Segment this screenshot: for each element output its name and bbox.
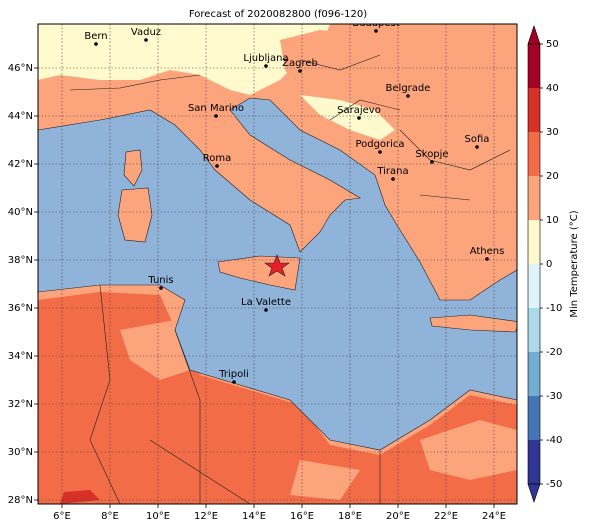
city-dot <box>144 38 148 42</box>
city-label: Bern <box>84 31 107 42</box>
city-dot <box>159 286 163 290</box>
colorbar-label: Min Temperature (°C) <box>569 210 580 317</box>
colorbar-tick-label: -20 <box>546 347 562 358</box>
city-label: Belgrade <box>386 83 431 94</box>
corsica <box>123 149 143 187</box>
y-tick-label: 46°N <box>8 63 33 74</box>
city-label: Zagreb <box>282 58 318 69</box>
city-dot <box>475 145 479 149</box>
colorbar-bin <box>528 176 540 220</box>
land-warm <box>280 30 380 90</box>
city-dot <box>406 94 410 98</box>
y-tick-label: 44°N <box>8 111 33 122</box>
colorbar-tick-label: 0 <box>546 259 552 270</box>
city-label: Podgorica <box>355 139 404 150</box>
x-tick-label: 8°E <box>101 511 119 522</box>
x-tick-label: 20°E <box>386 511 410 522</box>
y-tick-label: 28°N <box>8 495 33 506</box>
hot-spot <box>60 490 100 504</box>
city-dot <box>215 164 219 168</box>
colorbar-tick-label: -40 <box>546 435 562 446</box>
colorbar-tick-label: 10 <box>546 215 559 226</box>
colorbar: -50 -40 -30 -20 -10 0 10 20 30 40 50 <box>527 25 562 503</box>
colorbar-bin <box>528 264 540 308</box>
city-dot <box>264 308 268 312</box>
city-label: Tirana <box>376 166 408 177</box>
city-label: Vaduz <box>131 27 161 38</box>
colorbar-tick-label: 40 <box>546 83 559 94</box>
colorbar-extend-high <box>527 25 541 45</box>
x-tick-label: 16°E <box>290 511 314 522</box>
city-label: Skopje <box>415 149 448 160</box>
colorbar-bin <box>528 44 540 88</box>
city-label: Sofia <box>465 134 490 145</box>
city-label: La Valette <box>241 297 291 308</box>
alps-cool <box>38 24 330 95</box>
city-label: Athens <box>470 246 505 257</box>
crete <box>429 314 517 333</box>
sardinia <box>117 187 153 243</box>
x-tick-label: 22°E <box>434 511 458 522</box>
y-tick-label: 40°N <box>8 207 33 218</box>
city-label: Budapest <box>352 18 399 29</box>
colorbar-tick-label: -10 <box>546 303 562 314</box>
city-dot <box>264 64 268 68</box>
y-tick-label: 32°N <box>8 399 33 410</box>
graticule <box>38 24 517 504</box>
city-label: Sarajevo <box>337 105 381 116</box>
city-dot <box>94 42 98 46</box>
africa-mild <box>120 320 517 500</box>
colorbar-bin <box>528 352 540 396</box>
city-dot <box>214 114 218 118</box>
colorbar-tick-label: 20 <box>546 171 559 182</box>
colorbar-tick-label: -50 <box>546 479 562 490</box>
city-label: Roma <box>203 153 232 164</box>
city-dot <box>430 160 434 164</box>
axes: 6°E 8°E 10°E 12°E 14°E 16°E 18°E 20°E 22°E 24°E 28… <box>8 63 506 522</box>
x-tick-label: 14°E <box>242 511 266 522</box>
y-tick-label: 36°N <box>8 303 33 314</box>
city-dot <box>378 150 382 154</box>
event-star <box>264 254 290 277</box>
city-label: San Marino <box>188 103 244 114</box>
city-label: Ljubljana <box>243 53 288 64</box>
city-dot <box>298 69 302 73</box>
colorbar-bin <box>528 308 540 352</box>
x-tick-label: 10°E <box>146 511 170 522</box>
x-tick-label: 6°E <box>53 511 71 522</box>
x-tick-label: 24°E <box>482 511 506 522</box>
balkan-cool <box>300 95 395 140</box>
y-tick-label: 38°N <box>8 255 33 266</box>
city-label: Tunis <box>147 275 173 286</box>
city-dot <box>374 29 378 33</box>
colorbar-extend-low <box>527 483 541 503</box>
city-label: Tripoli <box>218 369 249 380</box>
city-dot <box>232 380 236 384</box>
y-tick-label: 34°N <box>8 351 33 362</box>
y-tick-label: 42°N <box>8 159 33 170</box>
map-frame <box>37 23 518 505</box>
x-tick-label: 18°E <box>338 511 362 522</box>
city-dot <box>391 177 395 181</box>
colorbar-bin <box>528 440 540 484</box>
colorbar-tick-label: -30 <box>546 391 562 402</box>
colorbar-bin <box>528 220 540 264</box>
borders <box>69 54 511 504</box>
y-tick-label: 30°N <box>8 447 33 458</box>
city-dot <box>485 257 489 261</box>
colorbar-bin <box>528 132 540 176</box>
colorbar-tick-label: 30 <box>546 127 559 138</box>
colorbar-bin <box>528 396 540 440</box>
city-dot <box>357 116 361 120</box>
x-tick-label: 12°E <box>194 511 218 522</box>
colorbar-bin <box>528 88 540 132</box>
map-title: Forecast of 2020082800 (f096-120) <box>189 9 367 20</box>
colorbar-tick-label: 50 <box>546 39 559 50</box>
